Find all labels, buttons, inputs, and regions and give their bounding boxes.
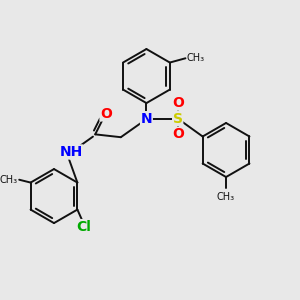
Text: NH: NH xyxy=(59,145,83,159)
Text: CH₃: CH₃ xyxy=(186,53,204,63)
Text: Cl: Cl xyxy=(76,220,91,234)
Text: S: S xyxy=(173,112,183,126)
Text: CH₃: CH₃ xyxy=(0,175,18,185)
Text: O: O xyxy=(100,107,112,121)
Text: O: O xyxy=(172,96,184,110)
Text: O: O xyxy=(172,128,184,141)
Text: CH₃: CH₃ xyxy=(217,192,235,202)
Text: N: N xyxy=(141,112,152,126)
